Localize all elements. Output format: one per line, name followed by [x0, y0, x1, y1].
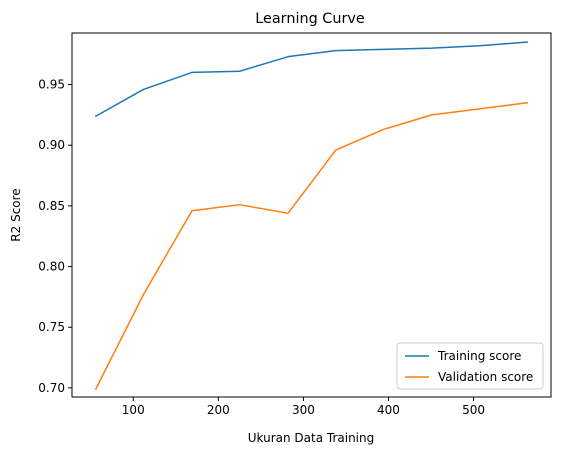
y-axis-ticks: 0.70 0.75 0.80 0.85 0.90 0.95: [38, 78, 72, 395]
x-axis-ticks: 100 200 300 400 500: [122, 397, 485, 417]
legend-box: [396, 342, 544, 390]
x-tick-label: 400: [377, 403, 400, 417]
x-tick-label: 300: [292, 403, 315, 417]
x-tick-label: 200: [207, 403, 230, 417]
y-tick-label: 0.95: [38, 78, 65, 92]
chart-title: Learning Curve: [255, 11, 365, 27]
y-tick-label: 0.70: [38, 381, 65, 395]
legend-label: Validation score: [438, 370, 533, 384]
y-tick-label: 0.75: [38, 320, 65, 334]
y-tick-label: 0.90: [38, 138, 65, 152]
series-line-training-score: [94, 41, 528, 118]
legend-label: Training score: [437, 349, 521, 363]
legend: Training score Validation score: [396, 342, 544, 390]
plot-area-frame: [71, 32, 552, 398]
x-tick-label: 100: [122, 403, 145, 417]
x-axis-label: Ukuran Data Training: [248, 431, 375, 445]
series-layer: [94, 41, 529, 391]
series-line-validation-score: [94, 101, 529, 391]
y-axis-label: R2 Score: [9, 188, 23, 241]
x-tick-label: 500: [462, 403, 485, 417]
y-tick-label: 0.85: [38, 199, 65, 213]
y-tick-label: 0.80: [38, 260, 65, 274]
